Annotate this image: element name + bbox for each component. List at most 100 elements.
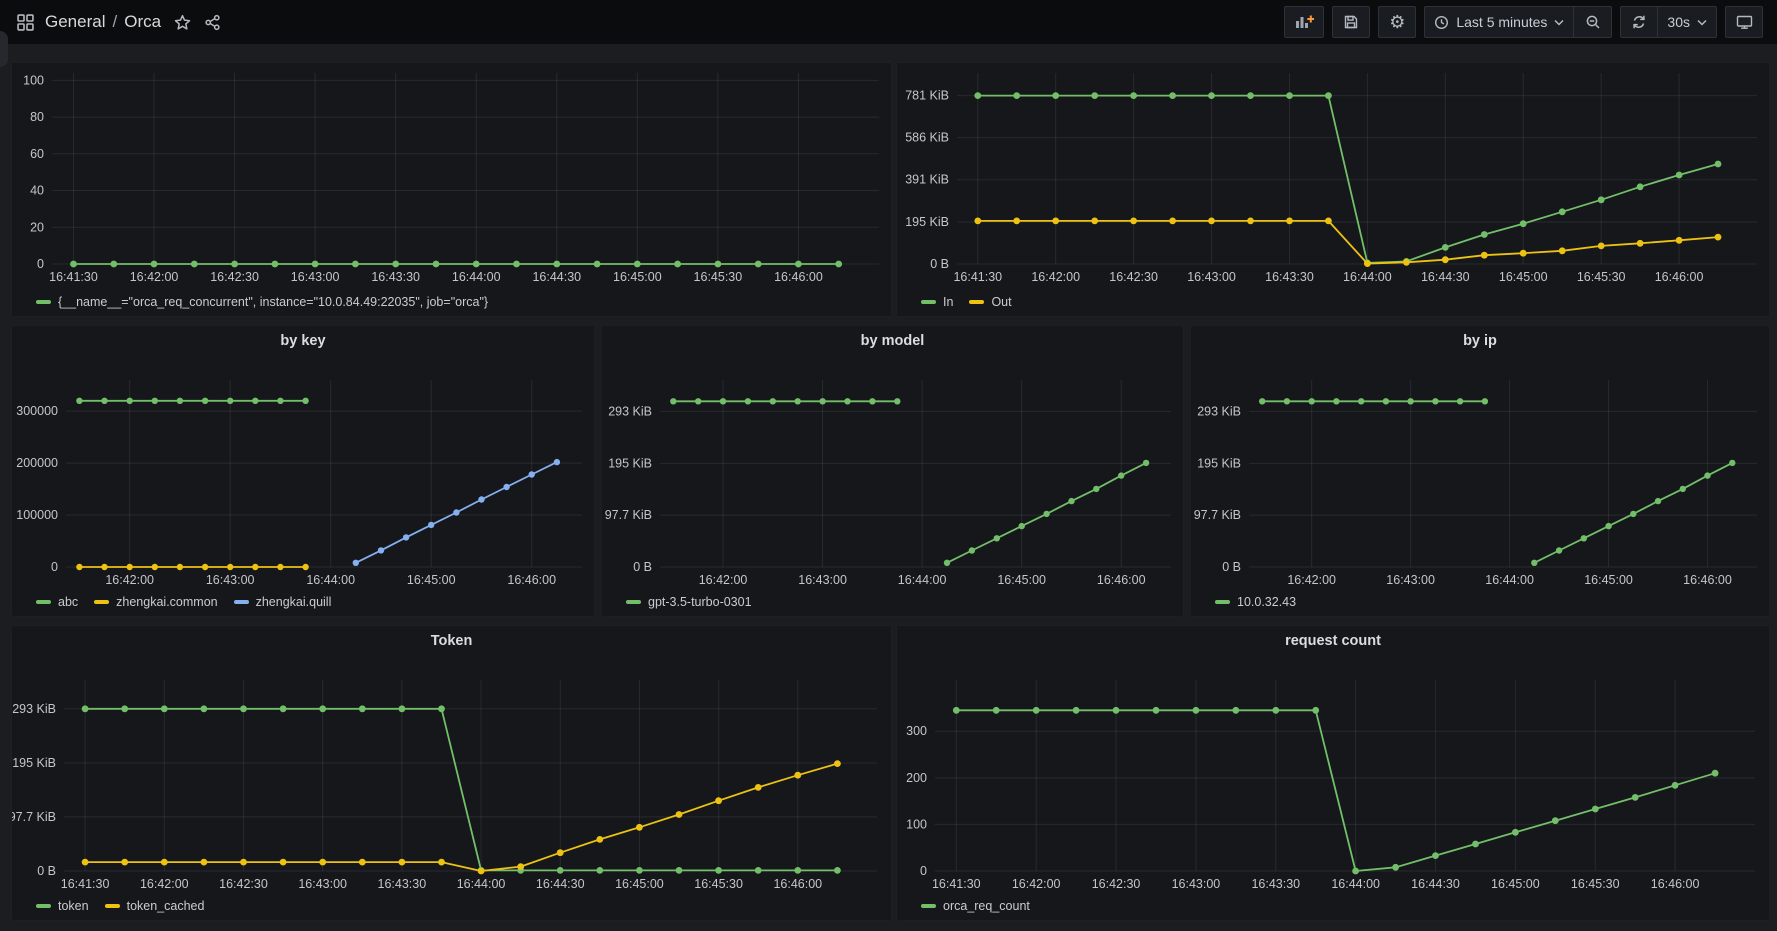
breadcrumb-dashboard[interactable]: Orca [124, 12, 162, 31]
chart-area[interactable]: 16:42:00 16:43:00 16:44:00 16:45:00 16:46:00… [12, 326, 594, 616]
series-point [754, 260, 762, 268]
series-point [1018, 522, 1025, 530]
legend-label: Out [991, 295, 1012, 309]
y-axis-label: 97.7 KiB [605, 508, 652, 522]
series-point [553, 260, 561, 268]
series-point [1208, 217, 1215, 225]
panel-title[interactable]: by key [280, 333, 326, 349]
x-axis-label: 16:42:00 [140, 877, 189, 891]
series-point [1481, 398, 1489, 405]
series-point [513, 260, 520, 268]
legend-item[interactable]: {__name__="orca_req_concurrent", instanc… [36, 295, 488, 309]
x-axis-label: 16:44:30 [1411, 877, 1460, 891]
series-line [956, 709, 1716, 872]
legend-item[interactable]: gpt-3.5-turbo-0301 [626, 595, 752, 609]
x-axis-label: 16:43:00 [1172, 877, 1221, 891]
x-axis-label: 16:46:00 [1655, 270, 1704, 284]
series-point [240, 705, 247, 713]
series-point [201, 397, 209, 404]
panel-title[interactable]: by model [860, 333, 925, 349]
series-point [1558, 208, 1566, 216]
legend-item[interactable]: In [921, 295, 953, 309]
series-point [1152, 706, 1160, 714]
x-axis-label: 16:44:30 [532, 270, 581, 284]
series-point [1456, 398, 1464, 405]
series-point [81, 858, 89, 866]
panel-title[interactable]: request count [1285, 633, 1381, 649]
save-dashboard-button[interactable] [1332, 6, 1371, 38]
y-axis-label: 40 [30, 184, 44, 198]
series-point [794, 867, 802, 874]
refresh-interval-dropdown[interactable]: 30s [1658, 6, 1717, 38]
chart-area[interactable]: 16:42:00 16:43:00 16:44:00 16:45:00 16:46:00… [1191, 326, 1769, 616]
x-axis-label: 16:43:00 [291, 270, 340, 284]
legend-item[interactable]: Out [969, 295, 1012, 309]
series-point [1259, 398, 1266, 405]
series-point [1130, 92, 1137, 99]
legend-item[interactable]: orca_req_count [921, 899, 1030, 913]
series-point [670, 398, 677, 405]
refresh-interval-label: 30s [1667, 14, 1690, 30]
chart-area[interactable]: 16:41:30 16:42:00 16:42:30 16:43:00 16:43:30… [12, 626, 891, 920]
star-icon[interactable] [171, 11, 193, 33]
series-line [977, 94, 1719, 264]
breadcrumb-folder[interactable]: General [45, 12, 106, 31]
refresh-button[interactable] [1620, 6, 1659, 38]
series-point [517, 863, 525, 870]
y-axis-label: 60 [30, 147, 44, 161]
series-point [556, 867, 564, 874]
legend-item[interactable]: token_cached [104, 899, 204, 913]
y-axis-label: 781 KiB [905, 89, 949, 103]
series-point [1192, 706, 1200, 714]
x-axis-label: 16:42:30 [210, 270, 259, 284]
legend-item[interactable]: zhengkai.common [94, 595, 218, 609]
x-axis-label: 16:41:30 [953, 270, 1002, 284]
kiosk-mode-button[interactable] [1725, 6, 1763, 38]
chevron-down-icon [1697, 19, 1707, 26]
series-point [477, 867, 485, 875]
series-point [160, 858, 168, 866]
chart-area[interactable]: 16:42:00 16:43:00 16:44:00 16:45:00 16:46:00… [602, 326, 1183, 616]
y-axis-label: 0 [37, 257, 44, 271]
share-icon[interactable] [201, 11, 223, 33]
x-axis-label: 16:42:00 [105, 573, 154, 587]
panel-title[interactable]: by ip [1463, 333, 1497, 349]
series-point [1636, 239, 1644, 247]
dashboard-settings-button[interactable]: ⚙ [1378, 6, 1417, 38]
x-axis-label: 16:43:00 [1386, 573, 1435, 587]
y-axis-label: 0 B [930, 257, 949, 271]
chart-area[interactable]: 16:41:30 16:42:00 16:42:30 16:43:00 16:43:30… [897, 63, 1769, 316]
zoom-out-button[interactable] [1574, 6, 1613, 38]
legend-item[interactable]: token [36, 899, 89, 913]
series-point [1308, 398, 1315, 405]
x-axis-label: 16:45:30 [1571, 877, 1620, 891]
series-point [952, 706, 960, 714]
chart-area[interactable]: 16:41:30 16:42:00 16:42:30 16:43:00 16:43:30… [12, 63, 891, 316]
series-point [478, 496, 485, 503]
x-axis-label: 16:42:00 [699, 573, 748, 587]
series-point [794, 771, 802, 779]
add-panel-button[interactable] [1284, 6, 1325, 38]
panel-network-in-out: 16:41:30 16:42:00 16:42:30 16:43:00 16:43:30… [896, 62, 1770, 317]
sidemenu-toggle-notch[interactable] [0, 31, 8, 67]
legend: orca_req_count [921, 899, 1030, 913]
x-axis-label: 16:46:00 [1097, 573, 1146, 587]
series-point [1630, 510, 1637, 518]
x-axis-label: 16:46:00 [1683, 573, 1732, 587]
series-point [1169, 217, 1176, 225]
chart-area[interactable]: 16:41:30 16:42:00 16:42:30 16:43:00 16:43:30… [897, 626, 1769, 920]
panel-title[interactable]: Token [430, 633, 473, 649]
legend-item[interactable]: abc [36, 595, 78, 609]
series-point [472, 260, 480, 268]
series-point [398, 705, 406, 713]
time-controls-group: Last 5 minutes [1424, 6, 1613, 38]
x-axis-label: 16:44:00 [457, 877, 506, 891]
apps-grid-icon[interactable] [14, 11, 36, 33]
legend-item[interactable]: zhengkai.quill [233, 595, 331, 609]
series-point [311, 260, 319, 268]
series-point [1093, 485, 1100, 493]
series-point [769, 398, 776, 405]
legend-item[interactable]: 10.0.32.43 [1215, 595, 1296, 609]
time-range-picker[interactable]: Last 5 minutes [1424, 6, 1575, 38]
series-point [1112, 706, 1120, 714]
